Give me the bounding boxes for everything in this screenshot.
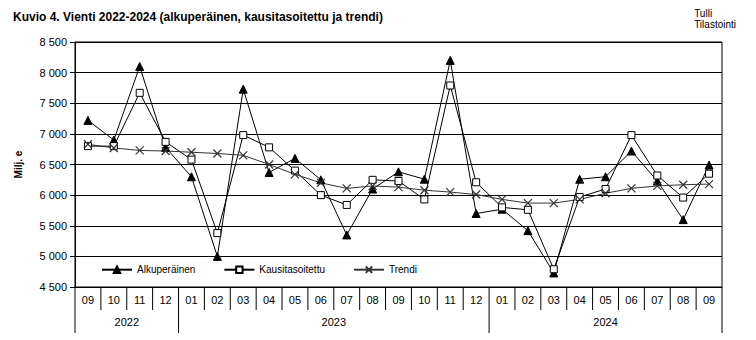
svg-text:5 000: 5 000 [39, 250, 67, 262]
svg-text:Tulli: Tulli [694, 8, 712, 19]
svg-text:05: 05 [599, 294, 611, 306]
svg-text:8 500: 8 500 [39, 36, 67, 48]
svg-text:12: 12 [159, 294, 171, 306]
svg-text:11: 11 [445, 294, 456, 306]
svg-text:12: 12 [470, 294, 482, 306]
svg-text:Alkuperäinen: Alkuperäinen [137, 264, 195, 275]
svg-text:05: 05 [289, 294, 301, 306]
svg-text:4 500: 4 500 [39, 281, 67, 293]
svg-text:8 000: 8 000 [39, 67, 67, 79]
svg-text:02: 02 [522, 294, 534, 306]
svg-text:08: 08 [677, 294, 689, 306]
svg-text:09: 09 [82, 294, 94, 306]
svg-text:Trendi: Trendi [389, 264, 417, 275]
svg-text:6 500: 6 500 [39, 159, 67, 171]
svg-text:2023: 2023 [322, 316, 346, 328]
svg-text:03: 03 [237, 294, 249, 306]
svg-text:08: 08 [366, 294, 378, 306]
svg-text:7 500: 7 500 [39, 97, 67, 109]
svg-text:6 000: 6 000 [39, 189, 67, 201]
svg-text:01: 01 [496, 294, 508, 306]
svg-text:04: 04 [574, 294, 586, 306]
svg-text:07: 07 [651, 294, 663, 306]
svg-text:09: 09 [392, 294, 404, 306]
svg-text:Kausitasoitettu: Kausitasoitettu [259, 264, 325, 275]
svg-text:2024: 2024 [593, 316, 617, 328]
svg-text:11: 11 [134, 294, 145, 306]
svg-text:04: 04 [263, 294, 275, 306]
svg-text:09: 09 [703, 294, 715, 306]
svg-text:10: 10 [418, 294, 430, 306]
svg-text:Tilastointi: Tilastointi [694, 19, 736, 30]
svg-text:2022: 2022 [115, 316, 139, 328]
svg-text:10: 10 [108, 294, 120, 306]
svg-text:01: 01 [185, 294, 197, 306]
svg-text:5 500: 5 500 [39, 220, 67, 232]
svg-text:Kuvio 4. Vienti 2022-2024 (alk: Kuvio 4. Vienti 2022-2024 (alkuperäinen,… [13, 10, 383, 24]
svg-text:7 000: 7 000 [39, 128, 67, 140]
svg-text:03: 03 [548, 294, 560, 306]
svg-text:Milj. e: Milj. e [13, 150, 24, 178]
svg-text:02: 02 [211, 294, 223, 306]
svg-text:07: 07 [341, 294, 353, 306]
svg-text:06: 06 [625, 294, 637, 306]
svg-text:06: 06 [315, 294, 327, 306]
